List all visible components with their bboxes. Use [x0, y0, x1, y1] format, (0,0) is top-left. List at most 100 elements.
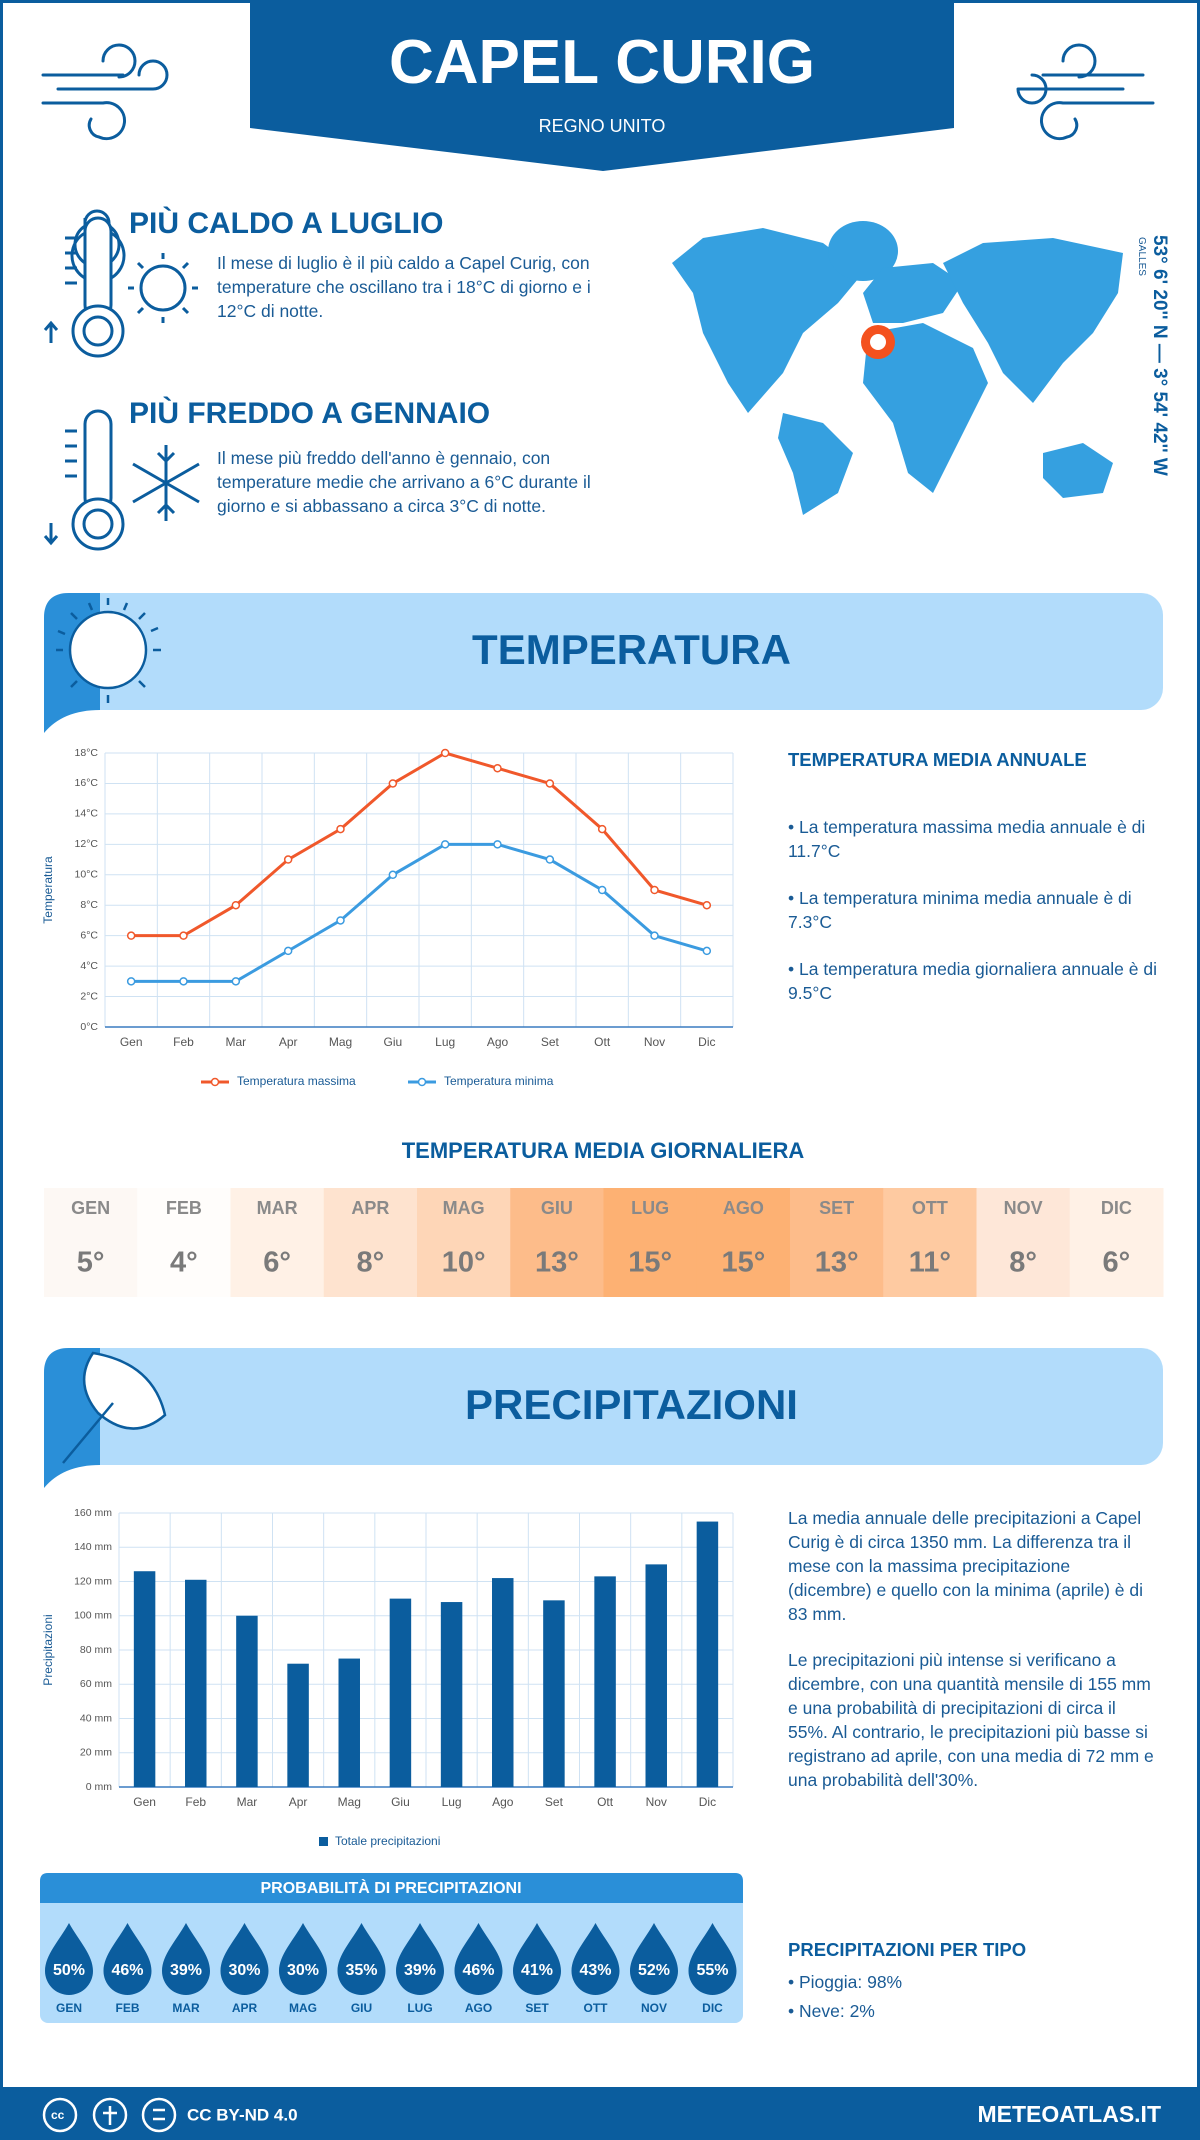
page-title: CAPEL CURIG [388, 28, 815, 97]
probability-value: 46% [111, 1962, 143, 1979]
probability-month: APR [232, 2001, 258, 2015]
table-value: 13° [815, 1247, 859, 1279]
y-tick-label: 12°C [75, 838, 99, 850]
line-point [650, 931, 659, 940]
x-tick-label: Gen [133, 1795, 156, 1809]
line-series [131, 751, 708, 938]
probability-value: 52% [638, 1962, 670, 1979]
table-cell [696, 1188, 791, 1297]
legend-swatch [319, 1837, 328, 1846]
precip-type-title: PRECIPITAZIONI PER TIPO [788, 1939, 1027, 1960]
table-value: 13° [535, 1247, 579, 1279]
x-tick-label: Ott [594, 1035, 611, 1049]
warmest-title: PIÙ CALDO A LUGLIO [129, 207, 444, 240]
bar [389, 1598, 412, 1787]
line-point [336, 824, 345, 834]
table-month: SET [819, 1198, 854, 1218]
annual-item: • La temperatura minima media annuale è … [788, 888, 1132, 932]
x-tick-label: Dic [698, 1035, 715, 1049]
world-map [672, 221, 1123, 515]
table-month: AGO [723, 1198, 764, 1218]
table-cell [323, 1188, 418, 1297]
x-tick-label: Giu [383, 1035, 402, 1049]
table-month: FEB [166, 1198, 202, 1218]
table-cell [1069, 1188, 1164, 1297]
thermometer-cold-icon [43, 409, 200, 551]
line-point [440, 748, 450, 758]
x-tick-label: Mar [237, 1795, 258, 1809]
probability-month: DIC [702, 2001, 723, 2015]
table-cell [790, 1188, 884, 1297]
table-month: LUG [631, 1198, 669, 1218]
bar [645, 1564, 667, 1787]
y-tick-label: 20 mm [80, 1747, 112, 1759]
table-month: OTT [912, 1198, 948, 1218]
rain-drop [630, 1923, 678, 1995]
line-point [702, 946, 712, 956]
line-point [388, 870, 398, 880]
precip-type-item: • Pioggia: 98% [788, 1972, 903, 1992]
bar [492, 1578, 514, 1787]
probability-box [40, 1873, 743, 2023]
probability-value: 35% [345, 1962, 377, 1979]
table-value: 15° [721, 1247, 765, 1279]
y-tick-label: 0 mm [86, 1781, 113, 1793]
x-tick-label: Feb [185, 1795, 206, 1809]
line-point [231, 977, 241, 986]
y-tick-label: 80 mm [80, 1644, 112, 1656]
y-tick-label: 140 mm [74, 1541, 112, 1553]
table-value: 8° [357, 1247, 385, 1279]
bar [696, 1521, 719, 1787]
table-cell [976, 1188, 1071, 1297]
table-value: 8° [1009, 1247, 1037, 1279]
y-tick-label: 6°C [80, 929, 98, 941]
legend-swatch-point [210, 1077, 220, 1087]
table-value: 15° [628, 1247, 672, 1279]
x-tick-label: Lug [435, 1035, 455, 1049]
y-tick-label: 18°C [75, 747, 99, 759]
table-month: MAR [257, 1198, 298, 1218]
y-tick-label: 40 mm [80, 1712, 112, 1724]
rain-drop [396, 1923, 444, 1995]
x-tick-label: Mag [338, 1795, 361, 1809]
table-month: NOV [1004, 1198, 1043, 1218]
y-tick-label: 2°C [80, 990, 98, 1002]
y-tick-label: 10°C [75, 869, 99, 881]
probability-month: SET [525, 2001, 549, 2015]
x-tick-label: Gen [120, 1035, 143, 1049]
annual-item: • La temperatura media giornaliera annua… [788, 959, 1157, 1003]
probability-value: 46% [462, 1962, 494, 1979]
table-value: 5° [77, 1247, 105, 1279]
footer-bar [3, 2087, 1197, 2140]
x-tick-label: Dic [699, 1795, 716, 1809]
section-banner [44, 593, 1163, 710]
warmest-text: Il mese di luglio è il più caldo a Capel… [217, 253, 591, 321]
probability-value: 43% [579, 1962, 611, 1979]
line-point [126, 931, 136, 940]
line-point [702, 900, 712, 910]
x-tick-label: Mag [329, 1035, 352, 1049]
probability-month: NOV [641, 2001, 667, 2015]
line-point [440, 840, 450, 849]
x-tick-label: Set [545, 1795, 564, 1809]
section-title: TEMPERATURA [472, 626, 791, 673]
bar [287, 1663, 309, 1787]
x-tick-label: Feb [173, 1035, 194, 1049]
y-tick-label: 100 mm [74, 1610, 112, 1622]
bar [440, 1602, 463, 1787]
legend-swatch-point [417, 1077, 427, 1087]
legend-label: Temperatura massima [237, 1074, 356, 1088]
y-tick-label: 8°C [80, 899, 98, 911]
line-point [597, 885, 607, 895]
sun-icon [56, 598, 161, 703]
probability-value: 39% [170, 1962, 202, 1979]
region: GALLES [1136, 237, 1147, 276]
table-value: 10° [442, 1247, 486, 1279]
x-tick-label: Ago [492, 1795, 514, 1809]
bar [133, 1571, 156, 1787]
probability-month: FEB [116, 2001, 140, 2015]
y-tick-label: 4°C [80, 960, 98, 972]
rain-drop [337, 1923, 386, 1995]
probability-month: OTT [584, 2001, 609, 2015]
